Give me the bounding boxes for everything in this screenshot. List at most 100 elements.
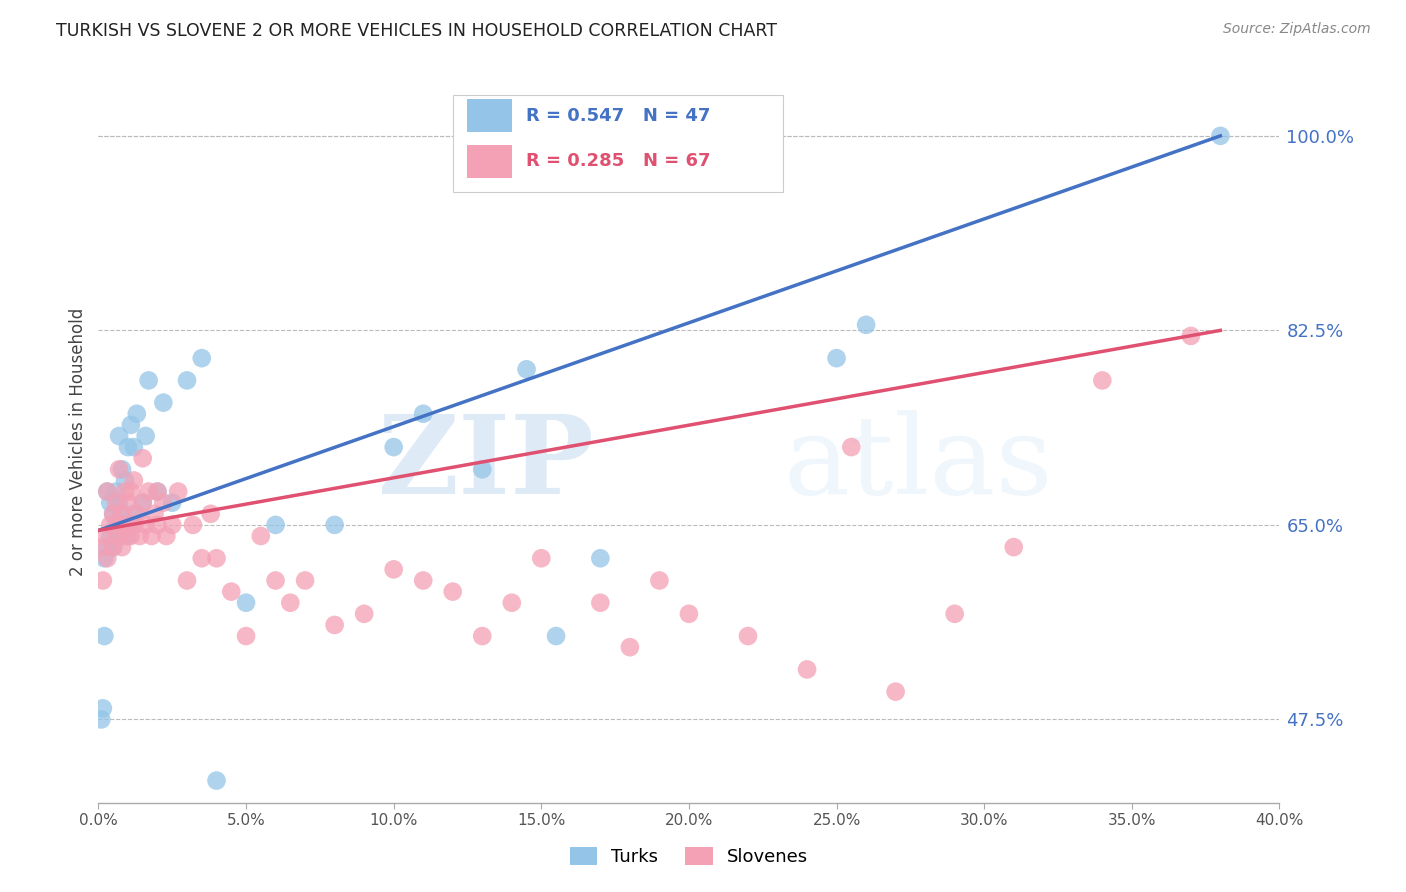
Point xyxy=(146,517,169,532)
Point xyxy=(280,596,302,610)
Point xyxy=(501,596,523,610)
Point xyxy=(589,551,612,566)
Point xyxy=(1180,329,1202,343)
Point xyxy=(855,318,877,332)
Point xyxy=(108,517,131,532)
Point xyxy=(264,517,287,532)
Point xyxy=(122,440,145,454)
Point xyxy=(103,507,125,521)
Text: TURKISH VS SLOVENE 2 OR MORE VEHICLES IN HOUSEHOLD CORRELATION CHART: TURKISH VS SLOVENE 2 OR MORE VEHICLES IN… xyxy=(56,22,778,40)
Point xyxy=(235,596,257,610)
Text: R = 0.547   N = 47: R = 0.547 N = 47 xyxy=(526,106,710,125)
Point xyxy=(111,540,134,554)
Point xyxy=(98,529,121,543)
Point xyxy=(141,529,163,543)
Point xyxy=(122,507,145,521)
Point xyxy=(125,507,148,521)
Point xyxy=(135,517,157,532)
Point xyxy=(111,507,134,521)
Point xyxy=(117,517,139,532)
Point xyxy=(841,440,863,454)
Point xyxy=(382,440,405,454)
Point xyxy=(96,540,118,554)
Point xyxy=(648,574,671,588)
Point xyxy=(205,551,228,566)
Point xyxy=(167,484,190,499)
Point xyxy=(114,517,136,532)
Text: atlas: atlas xyxy=(783,409,1053,516)
Point xyxy=(128,529,150,543)
Point xyxy=(132,496,155,510)
Point xyxy=(146,484,169,499)
Point xyxy=(96,484,118,499)
Legend: Turks, Slovenes: Turks, Slovenes xyxy=(562,839,815,873)
Point xyxy=(176,373,198,387)
Point xyxy=(471,629,494,643)
Point xyxy=(114,529,136,543)
Point xyxy=(93,629,115,643)
Point xyxy=(98,496,121,510)
Point xyxy=(111,507,134,521)
Point xyxy=(191,551,214,566)
Point xyxy=(93,529,115,543)
Point xyxy=(471,462,494,476)
Point xyxy=(103,540,125,554)
Point xyxy=(884,684,907,698)
Point xyxy=(143,507,166,521)
Point xyxy=(146,484,169,499)
Point xyxy=(120,484,142,499)
Point xyxy=(91,574,114,588)
Point xyxy=(122,517,145,532)
Point xyxy=(176,574,198,588)
Point xyxy=(250,529,273,543)
Point xyxy=(825,351,848,366)
Point xyxy=(132,451,155,466)
Point xyxy=(1002,540,1025,554)
Point xyxy=(264,574,287,588)
Point xyxy=(323,517,346,532)
Point xyxy=(108,529,131,543)
Point xyxy=(120,517,142,532)
Point xyxy=(205,773,228,788)
Point xyxy=(138,373,160,387)
Point xyxy=(200,507,222,521)
Text: R = 0.285   N = 67: R = 0.285 N = 67 xyxy=(526,153,710,170)
Point xyxy=(294,574,316,588)
Point xyxy=(530,551,553,566)
Point xyxy=(162,517,183,532)
Point xyxy=(96,484,118,499)
Point xyxy=(105,496,128,510)
Point xyxy=(138,484,160,499)
Point xyxy=(441,584,464,599)
Point xyxy=(105,529,128,543)
Point xyxy=(155,529,177,543)
Point xyxy=(98,517,121,532)
Point xyxy=(152,496,174,510)
FancyBboxPatch shape xyxy=(453,95,783,193)
Point xyxy=(589,596,612,610)
Point xyxy=(152,395,174,409)
Point xyxy=(108,462,131,476)
Point xyxy=(1091,373,1114,387)
Point xyxy=(516,362,538,376)
FancyBboxPatch shape xyxy=(467,99,512,132)
Point xyxy=(90,713,112,727)
Point xyxy=(191,351,214,366)
Point xyxy=(323,618,346,632)
Point xyxy=(162,496,183,510)
Point xyxy=(117,440,139,454)
Point xyxy=(382,562,405,576)
Point xyxy=(91,701,114,715)
FancyBboxPatch shape xyxy=(467,145,512,178)
Point xyxy=(105,517,128,532)
Point xyxy=(114,484,136,499)
Point xyxy=(122,474,145,488)
Point xyxy=(120,529,142,543)
Text: ZIP: ZIP xyxy=(378,409,595,516)
Point xyxy=(181,517,204,532)
Point xyxy=(103,507,125,521)
Point xyxy=(111,462,134,476)
Point xyxy=(235,629,257,643)
Point xyxy=(108,496,131,510)
Point xyxy=(619,640,641,655)
